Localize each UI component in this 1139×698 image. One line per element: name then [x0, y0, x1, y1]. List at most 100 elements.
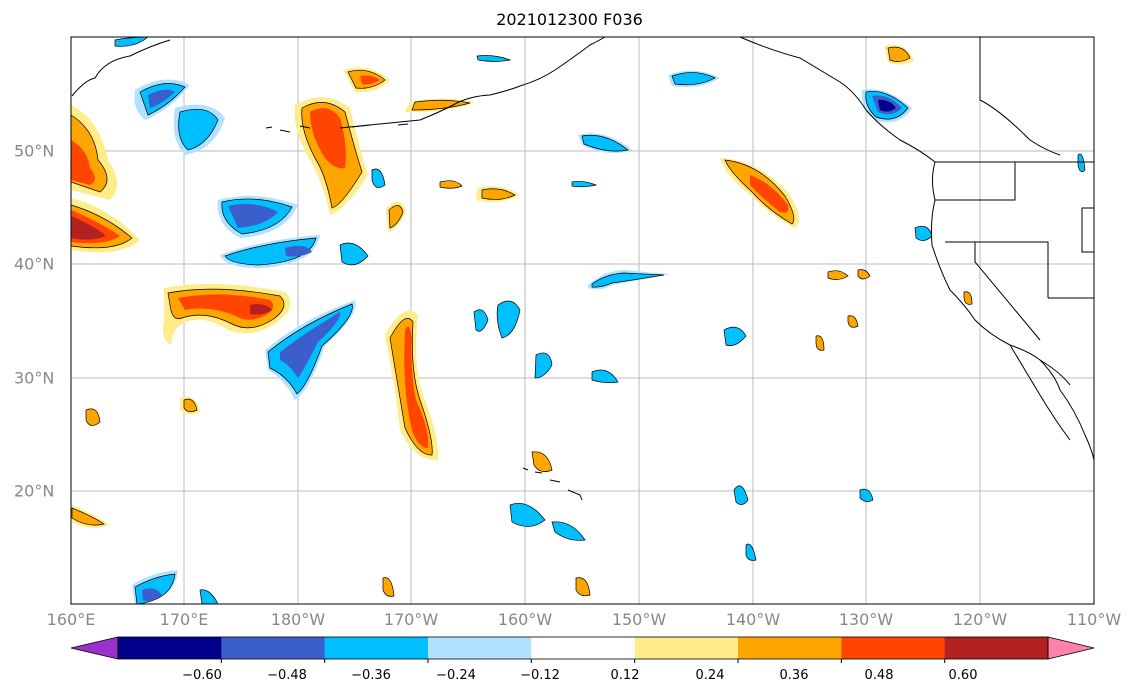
lon-tick-label: 150°W: [611, 610, 667, 629]
contour-neg-39: [859, 488, 874, 502]
lat-tick-label: 50°N: [14, 141, 55, 161]
colorbar-swatch: [738, 637, 842, 659]
contour-pos-44: [382, 577, 395, 597]
contour-pos-36: [85, 408, 101, 426]
lat-tick-label: 30°N: [14, 368, 55, 388]
us-state-3: [974, 242, 1041, 341]
colorbar-tick-label: 0.12: [610, 668, 640, 683]
contour-pos-42: [815, 335, 825, 351]
coastlines: [71, 36, 1095, 501]
alaska-panhandle: [739, 36, 936, 163]
colorbar-swatch: [634, 637, 739, 659]
colorbar-tick-label: −0.24: [436, 668, 476, 683]
contour-neg-20: [581, 134, 629, 152]
contour-neg-16: [371, 168, 386, 188]
contour-neg-31: [878, 99, 896, 112]
contour-pos-37: [531, 451, 553, 472]
alaska-coast: [71, 36, 606, 129]
contour-neg-36: [142, 588, 162, 602]
map-title: 2021012300 F036: [496, 10, 643, 29]
contour-pos-41: [847, 315, 859, 328]
contour-neg-43: [571, 181, 598, 188]
contour-neg-18: [671, 72, 716, 86]
colorbar-tick-label: 0.36: [779, 668, 809, 683]
lon-tick-label: 170°E: [159, 610, 209, 629]
contour-neg-27: [723, 326, 747, 346]
contour-pos-35: [183, 398, 198, 412]
colorbar-tick-label: −0.36: [351, 668, 391, 683]
contour-neg-38: [745, 543, 757, 561]
lon-tick-label: 180°W: [270, 610, 326, 629]
lon-tick-label: 130°W: [838, 610, 894, 629]
colorbar-tick-label: 0.48: [864, 668, 894, 683]
colorbar-tick-label: −0.60: [182, 668, 222, 683]
colorbar-tick-label: 0.24: [695, 668, 725, 683]
canada-border: [979, 37, 1061, 156]
contour-pos-33: [71, 507, 105, 526]
colorbar-tick-label: 0.60: [948, 668, 978, 683]
contour-neg-22: [591, 272, 665, 288]
colorbar-swatch: [324, 637, 429, 659]
contour-pos-3: [71, 140, 95, 185]
contour-neg-32: [509, 502, 546, 527]
hawaii-islands: [522, 467, 583, 501]
contour-pos-38: [575, 577, 591, 597]
colorbar-swatch: [944, 637, 1049, 659]
contour-pos-7: [71, 216, 106, 240]
lat-tick-label: 40°N: [14, 254, 55, 274]
aleutian-islands: [265, 123, 409, 133]
contour-neg-26: [591, 369, 619, 384]
north-america-west-coast: [930, 161, 1095, 461]
contour-pos-24: [388, 205, 404, 229]
positive-anomaly-contours: [70, 44, 973, 597]
colorbar-swatch: [118, 637, 222, 659]
colorbar-swatch: [428, 637, 532, 659]
colorbar-border: [117, 636, 1049, 660]
contour-neg-15: [339, 242, 369, 266]
contour-pos-11: [250, 304, 272, 315]
colorbar-tick-label: −0.12: [520, 668, 560, 683]
contour-pos-22: [411, 99, 471, 111]
lat-tick-label: 20°N: [14, 481, 55, 501]
colorbar: [70, 636, 1095, 663]
colorbar-tick-label: −0.48: [267, 668, 307, 683]
contour-neg-25: [534, 352, 553, 379]
contour-neg-23: [496, 300, 521, 339]
contour-neg-11: [285, 245, 312, 257]
contour-pos-29: [750, 175, 789, 213]
map-border: [70, 36, 1095, 605]
contour-neg-3: [148, 89, 175, 108]
colorbar-swatch: [841, 637, 946, 659]
colorbar-swatch: [221, 637, 326, 659]
colorbar-swatch: [531, 637, 636, 659]
contour-pos-17: [404, 326, 429, 448]
lon-tick-label: 160°E: [46, 610, 96, 629]
contour-neg-37: [733, 485, 749, 505]
contour-neg-42: [476, 55, 512, 62]
us-state-1: [935, 162, 1016, 201]
contour-pos-45: [963, 291, 973, 305]
lon-tick-label: 140°W: [725, 610, 781, 629]
contour-pos-40: [857, 269, 871, 280]
contour-pos-43: [439, 180, 463, 189]
lon-tick-label: 160°W: [497, 610, 553, 629]
baja-peninsula: [1009, 344, 1071, 441]
colorbar-arrow-left: [70, 636, 119, 660]
contour-neg-41: [1077, 153, 1086, 172]
lon-tick-label: 120°W: [952, 610, 1008, 629]
contour-pos-26: [481, 188, 516, 200]
contour-pos-39: [827, 270, 849, 280]
lon-tick-label: 170°W: [383, 610, 439, 629]
contour-pos-10: [178, 294, 274, 320]
contour-neg-24: [473, 309, 489, 332]
lon-tick-label: 110°W: [1066, 610, 1122, 629]
contour-pos-20: [360, 75, 380, 85]
contour-neg-8: [228, 204, 278, 228]
contour-neg-33: [551, 521, 586, 541]
contour-neg-5: [178, 109, 219, 151]
contour-neg-14: [280, 312, 341, 378]
colorbar-arrow-right: [1047, 636, 1095, 660]
contour-pos-14: [310, 108, 346, 169]
negative-anomaly-contours: [114, 36, 1086, 605]
contour-pos-31: [887, 46, 911, 62]
